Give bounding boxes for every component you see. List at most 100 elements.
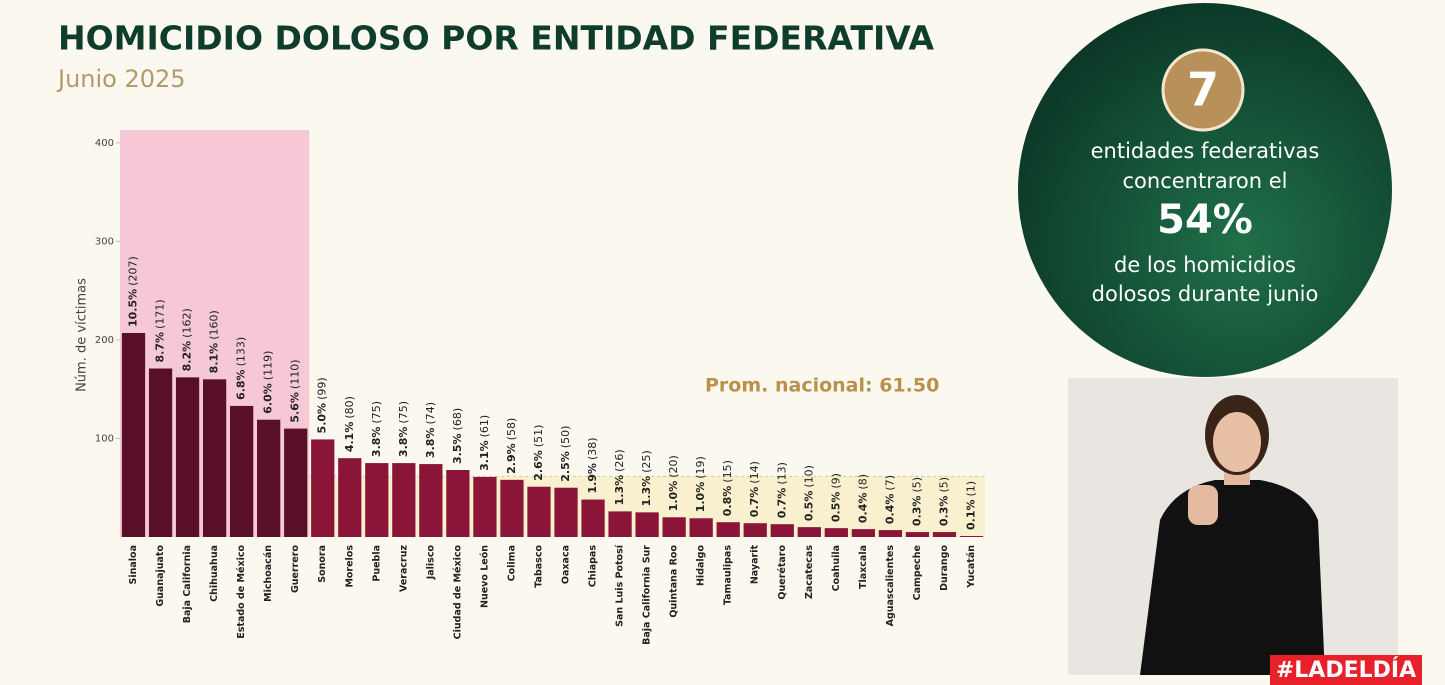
bar xyxy=(770,524,794,537)
value-label: (13) xyxy=(775,462,788,485)
share-label: 5.0% xyxy=(316,403,329,434)
data-label: 1.3% (26) xyxy=(613,449,626,505)
data-label: 8.7% (171) xyxy=(154,299,167,362)
value-label: (58) xyxy=(505,418,518,441)
bar xyxy=(527,486,551,537)
share-label: 1.9% xyxy=(586,463,599,494)
x-tick-label: Michoacán xyxy=(263,545,274,602)
value-label: (26) xyxy=(613,449,626,472)
bar xyxy=(554,487,578,537)
title: HOMICIDIO DOLOSO POR ENTIDAD FEDERATIVA xyxy=(58,19,935,58)
x-tick-label: Chiapas xyxy=(588,545,599,588)
panel-percent: 54% xyxy=(1157,197,1253,243)
y-tick-label: 300 xyxy=(95,236,114,247)
share-label: 5.6% xyxy=(289,392,302,423)
share-label: 4.1% xyxy=(343,422,356,453)
bar xyxy=(635,512,659,537)
x-tick-label: Veracruz xyxy=(398,545,409,592)
panel-text: dolosos durante junio xyxy=(1092,282,1319,306)
data-label: 6.8% (133) xyxy=(235,337,248,400)
data-label: 5.0% (99) xyxy=(316,377,329,433)
bar xyxy=(148,368,173,537)
share-label: 0.7% xyxy=(748,487,761,518)
share-label: 1.0% xyxy=(694,482,707,513)
y-tick-label: 100 xyxy=(95,433,114,444)
value-label: (160) xyxy=(208,310,221,340)
value-label: (50) xyxy=(559,426,572,449)
share-label: 2.5% xyxy=(559,451,572,482)
data-label: 0.5% (10) xyxy=(802,465,815,521)
share-label: 3.1% xyxy=(478,440,491,471)
y-tick-label: 200 xyxy=(95,335,114,346)
data-label: 6.0% (119) xyxy=(262,351,275,414)
value-label: (68) xyxy=(451,408,464,431)
value-label: (1) xyxy=(964,481,977,497)
share-label: 0.4% xyxy=(883,494,896,525)
bar xyxy=(905,532,930,537)
value-label: (51) xyxy=(532,425,545,448)
x-tick-label: Coahuila xyxy=(831,545,842,591)
value-label: (75) xyxy=(397,401,410,424)
bar xyxy=(311,439,335,537)
share-label: 2.9% xyxy=(505,443,518,474)
x-tick-label: Hidalgo xyxy=(696,545,707,586)
plot: Prom. nacional: 61.50 100 200 300 400 Sinaloa… xyxy=(95,130,985,645)
x-tick-label: Morelos xyxy=(344,545,355,588)
bar xyxy=(689,518,713,537)
x-tick-label: Colima xyxy=(506,545,517,581)
data-label: 0.5% (9) xyxy=(829,473,842,522)
value-label: (119) xyxy=(262,351,275,381)
value-label: (74) xyxy=(424,402,437,425)
value-label: (20) xyxy=(667,455,680,478)
x-tick-label: Durango xyxy=(939,545,950,591)
value-label: (133) xyxy=(235,337,248,367)
bar xyxy=(446,469,470,537)
bar xyxy=(202,379,227,537)
share-label: 0.3% xyxy=(937,496,950,527)
share-label: 0.3% xyxy=(910,496,923,527)
x-tick-label: Baja California Sur xyxy=(642,545,653,645)
value-label: (5) xyxy=(937,477,950,493)
share-label: 1.0% xyxy=(667,481,680,512)
bar xyxy=(392,463,416,537)
value-label: (9) xyxy=(829,473,842,489)
value-label: (80) xyxy=(343,396,356,419)
bar xyxy=(878,530,903,537)
data-label: 2.9% (58) xyxy=(505,418,518,474)
share-label: 8.2% xyxy=(181,341,194,372)
share-label: 0.5% xyxy=(802,491,815,522)
data-label: 0.4% (8) xyxy=(856,474,869,523)
share-label: 1.3% xyxy=(613,475,626,506)
share-label: 3.5% xyxy=(451,433,464,464)
value-label: (25) xyxy=(640,450,653,473)
x-tick-label: San Luis Potosí xyxy=(615,544,626,627)
subtitle: Junio 2025 xyxy=(56,65,186,93)
bar xyxy=(959,536,984,537)
x-tick-label: Tamaulipas xyxy=(723,545,734,605)
value-label: (15) xyxy=(721,460,734,483)
x-tick-label: Quintana Roo xyxy=(669,545,680,618)
share-label: 8.1% xyxy=(208,343,221,374)
data-label: 3.8% (74) xyxy=(424,402,437,458)
count: 7 xyxy=(1187,63,1219,117)
bar xyxy=(175,377,200,537)
value-label: (171) xyxy=(154,299,167,329)
data-label: 0.7% (14) xyxy=(748,461,761,517)
bar xyxy=(365,463,389,537)
data-label: 5.6% (110) xyxy=(289,359,302,422)
bar xyxy=(473,476,497,537)
data-label: 2.5% (50) xyxy=(559,426,572,482)
x-tick-label: Aguascalientes xyxy=(885,545,896,627)
data-label: 1.0% (20) xyxy=(667,455,680,511)
value-label: (14) xyxy=(748,461,761,484)
data-label: 8.1% (160) xyxy=(208,310,221,373)
data-label: 0.4% (7) xyxy=(883,475,896,524)
bar xyxy=(257,419,281,537)
x-tick-label: Chihuahua xyxy=(209,545,220,602)
bar xyxy=(419,464,443,537)
share-label: 6.0% xyxy=(262,383,275,414)
x-tick-label: Baja California xyxy=(182,545,193,623)
value-label: (10) xyxy=(802,465,815,488)
average-label: Prom. nacional: 61.50 xyxy=(705,375,939,397)
